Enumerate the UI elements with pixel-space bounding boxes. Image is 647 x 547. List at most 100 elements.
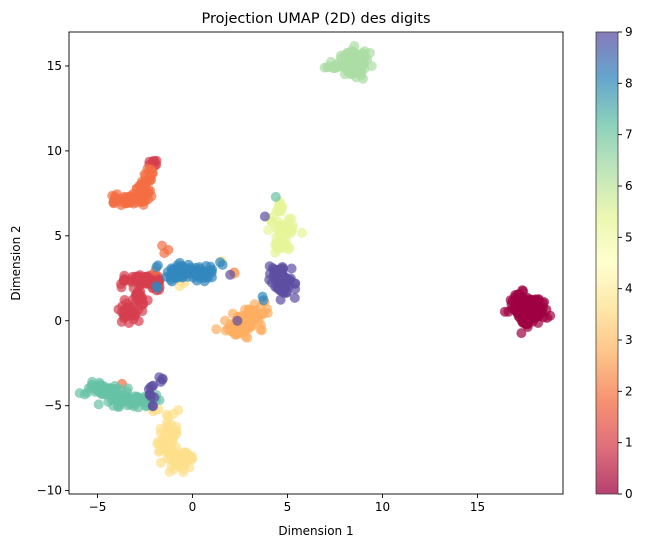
point-digit-2 bbox=[143, 185, 154, 196]
plot-frame bbox=[68, 31, 564, 495]
point-digit-4 bbox=[162, 420, 173, 431]
point-digit-2 bbox=[159, 248, 170, 259]
point-digit-2 bbox=[157, 240, 168, 251]
point-digit-3 bbox=[226, 326, 237, 337]
point-digit-3 bbox=[211, 324, 222, 335]
y-tick-label: 5 bbox=[54, 229, 62, 243]
x-tick-label: 10 bbox=[375, 500, 390, 514]
y-axis-label: Dimension 2 bbox=[9, 225, 23, 300]
point-digit-1 bbox=[134, 288, 145, 299]
point-digit-8 bbox=[191, 275, 202, 286]
point-digit-4 bbox=[165, 454, 175, 465]
colorbar-tick-label: 6 bbox=[625, 179, 633, 193]
point-digit-6 bbox=[353, 54, 364, 65]
point-digit-0 bbox=[518, 317, 529, 328]
colorbar bbox=[595, 31, 619, 495]
y-tick-label: 15 bbox=[47, 59, 62, 73]
colorbar-tick-label: 8 bbox=[625, 76, 633, 90]
point-digit-8 bbox=[151, 262, 162, 273]
point-digit-4 bbox=[173, 405, 184, 416]
point-digit-8 bbox=[257, 291, 268, 302]
x-tick-label: 15 bbox=[470, 500, 485, 514]
point-digit-9 bbox=[259, 211, 270, 222]
colorbar-tick-label: 9 bbox=[625, 25, 633, 39]
point-digit-6 bbox=[322, 62, 333, 73]
point-digit-2 bbox=[120, 197, 131, 208]
point-digit-4 bbox=[174, 281, 185, 292]
point-digit-0 bbox=[530, 302, 541, 313]
point-digit-3 bbox=[258, 308, 269, 319]
point-digit-6 bbox=[343, 47, 354, 58]
x-axis: −5 0 5 10 15 bbox=[89, 494, 485, 514]
point-digit-5 bbox=[296, 227, 307, 238]
point-digit-6 bbox=[366, 61, 377, 72]
point-digit-1 bbox=[126, 276, 137, 287]
point-digit-8 bbox=[165, 274, 176, 285]
colorbar-tick-label: 3 bbox=[625, 333, 633, 347]
point-digit-0 bbox=[517, 285, 528, 296]
x-tick-label: 5 bbox=[284, 500, 292, 514]
point-digit-7 bbox=[74, 388, 85, 399]
point-digit-9 bbox=[275, 294, 286, 305]
y-axis: −10 −5 0 5 10 15 bbox=[37, 59, 69, 498]
colorbar-tick-label: 4 bbox=[625, 282, 633, 296]
point-digit-1 bbox=[118, 313, 129, 323]
point-digit-3 bbox=[256, 325, 267, 336]
x-tick-label: 0 bbox=[189, 500, 197, 514]
point-digit-9 bbox=[289, 292, 300, 303]
point-digit-0 bbox=[510, 292, 521, 303]
point-digit-5 bbox=[274, 227, 285, 238]
point-digit-9 bbox=[271, 267, 282, 278]
colorbar-tick-label: 1 bbox=[625, 436, 633, 450]
chart-title: Projection UMAP (2D) des digits bbox=[201, 11, 430, 27]
point-digit-2 bbox=[145, 172, 156, 182]
point-digit-6 bbox=[358, 73, 368, 84]
point-digit-9 bbox=[147, 381, 158, 392]
point-digit-6 bbox=[331, 62, 341, 73]
point-digit-9 bbox=[232, 315, 243, 326]
x-axis-label: Dimension 1 bbox=[278, 524, 353, 538]
y-tick-label: −10 bbox=[37, 484, 62, 498]
plot-area bbox=[69, 32, 563, 494]
point-digit-4 bbox=[155, 457, 166, 468]
point-digit-7 bbox=[133, 393, 144, 404]
point-digit-1 bbox=[117, 301, 128, 312]
point-digit-5 bbox=[263, 225, 274, 235]
point-digit-3 bbox=[240, 304, 250, 315]
y-tick-label: 0 bbox=[54, 314, 62, 328]
point-digit-7 bbox=[94, 379, 105, 390]
point-digit-9 bbox=[274, 284, 285, 295]
point-digit-5 bbox=[282, 217, 293, 228]
colorbar-tick-label: 2 bbox=[625, 384, 633, 398]
point-digit-4 bbox=[187, 454, 198, 464]
colorbar-tick-label: 0 bbox=[625, 487, 633, 501]
point-digit-0 bbox=[542, 312, 553, 323]
point-digit-2 bbox=[110, 193, 120, 204]
point-digit-7 bbox=[87, 379, 97, 390]
point-digit-8 bbox=[152, 283, 163, 293]
point-digit-7 bbox=[93, 399, 104, 410]
point-digit-3 bbox=[240, 326, 251, 336]
point-digit-4 bbox=[158, 443, 169, 454]
point-digit-4 bbox=[166, 435, 177, 446]
point-digit-2 bbox=[134, 180, 145, 191]
point-digit-7 bbox=[82, 387, 93, 398]
point-digit-9 bbox=[147, 400, 158, 411]
point-digit-0 bbox=[516, 328, 527, 339]
colorbar-tick-label: 5 bbox=[625, 230, 633, 244]
point-digit-5 bbox=[268, 211, 279, 222]
scatter-points bbox=[74, 41, 556, 478]
point-digit-8 bbox=[217, 259, 228, 270]
point-digit-9 bbox=[286, 263, 297, 274]
point-digit-4 bbox=[164, 466, 175, 477]
y-tick-label: −5 bbox=[44, 399, 62, 413]
point-digit-0 bbox=[515, 309, 526, 320]
point-digit-5 bbox=[273, 242, 284, 253]
point-digit-2 bbox=[135, 190, 146, 201]
point-digit-9 bbox=[157, 373, 168, 384]
colorbar-ticks: 0 1 2 3 4 5 6 7 8 9 bbox=[618, 25, 633, 501]
point-digit-9 bbox=[225, 269, 236, 280]
colorbar-tick-label: 7 bbox=[625, 128, 633, 142]
point-digit-4 bbox=[179, 457, 190, 468]
